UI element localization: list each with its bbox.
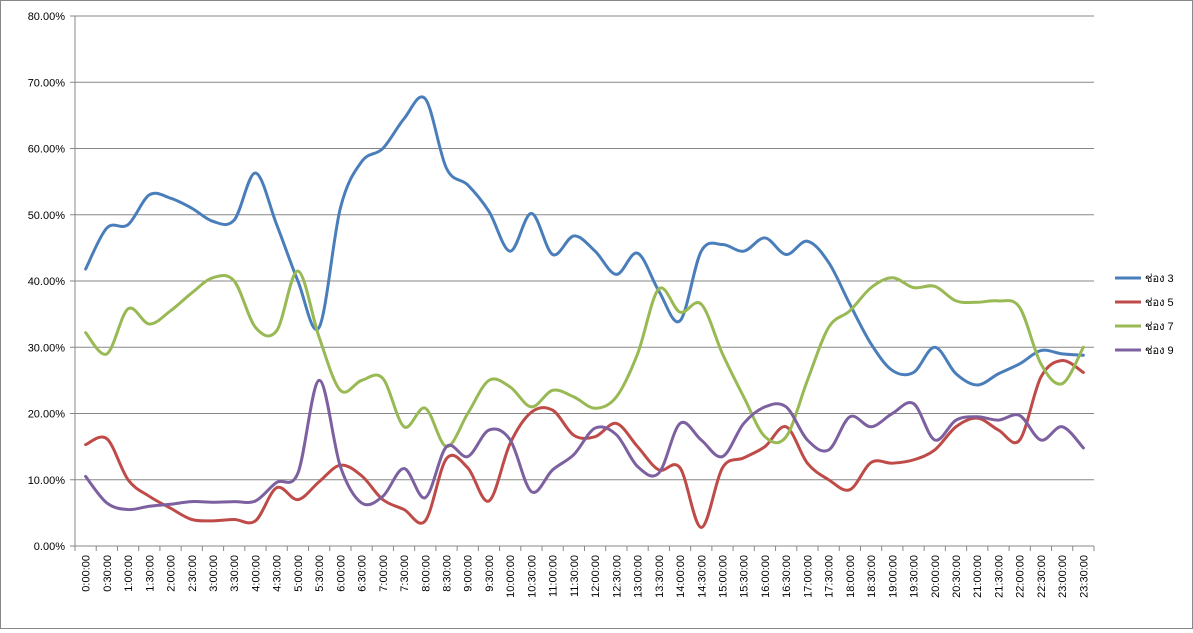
x-tick-label: 19:30:00 — [909, 555, 921, 598]
x-tick-label: 16:00:00 — [760, 555, 772, 598]
x-tick-label: 14:00:00 — [675, 555, 687, 598]
x-tick-label: 22:00:00 — [1015, 555, 1027, 598]
x-tick-label: 13:00:00 — [633, 555, 645, 598]
y-tick-label: 0.00% — [34, 541, 65, 553]
x-tick-label: 6:00:00 — [335, 555, 347, 592]
x-tick-label: 14:30:00 — [696, 555, 708, 598]
series-line-4 — [84, 378, 1085, 512]
x-tick-label: 23:00:00 — [1057, 555, 1069, 598]
x-tick-label: 16:30:00 — [781, 555, 793, 598]
x-tick-label: 9:30:00 — [484, 555, 496, 592]
x-tick-label: 8:30:00 — [442, 555, 454, 592]
x-tick-label: 23:30:00 — [1078, 555, 1090, 598]
legend-label-4: ช่อง 9 — [1145, 345, 1174, 357]
x-tick-label: 5:00:00 — [293, 555, 305, 592]
series-line-3 — [84, 269, 1085, 449]
x-tick-label: 7:00:00 — [378, 555, 390, 592]
x-tick-label: 19:00:00 — [887, 555, 899, 598]
x-tick-label: 21:00:00 — [972, 555, 984, 598]
legend-label-1: ช่อง 3 — [1145, 273, 1174, 285]
x-tick-label: 0:30:00 — [102, 555, 114, 592]
x-tick-label: 10:30:00 — [526, 555, 538, 598]
x-tick-label: 17:00:00 — [802, 555, 814, 598]
x-tick-label: 12:30:00 — [611, 555, 623, 598]
x-tick-label: 17:30:00 — [824, 555, 836, 598]
x-tick-label: 10:00:00 — [505, 555, 517, 598]
series-line-1 — [84, 95, 1085, 387]
x-tick-label: 8:00:00 — [420, 555, 432, 592]
x-tick-label: 2:30:00 — [187, 555, 199, 592]
x-tick-label: 4:00:00 — [250, 555, 262, 592]
y-tick-label: 50.00% — [28, 210, 66, 222]
y-tick-label: 10.00% — [28, 475, 66, 487]
x-tick-label: 15:00:00 — [717, 555, 729, 598]
y-tick-label: 70.00% — [28, 77, 66, 89]
y-axis-tick-labels: 0.00% 10.00% 20.00% 30.00% 40.00% 50.00% 60.00… — [28, 11, 66, 553]
x-tick-label: 3:00:00 — [208, 555, 220, 592]
x-tick-label: 18:30:00 — [866, 555, 878, 598]
gridlines — [75, 15, 1094, 481]
x-tick-label: 4:30:00 — [272, 555, 284, 592]
x-tick-label: 15:30:00 — [739, 555, 751, 598]
x-tick-label: 12:00:00 — [590, 555, 602, 598]
y-tick-label: 40.00% — [28, 276, 66, 288]
y-tick-label: 30.00% — [28, 342, 66, 354]
x-axis-tick-labels: 0:00:00 0:30:00 1:00:00 1:30:00 2:00:00 2:30:… — [81, 555, 1091, 598]
y-tick-label: 20.00% — [28, 409, 66, 421]
x-tick-label: 3:30:00 — [229, 555, 241, 592]
legend: ช่อง 3 ช่อง 5 ช่อง 7 ช่อง 9 — [1115, 273, 1174, 357]
x-tick-label: 13:30:00 — [654, 555, 666, 598]
y-tick-label: 80.00% — [28, 11, 66, 23]
x-tick-label: 20:30:00 — [951, 555, 963, 598]
x-tick-label: 21:30:00 — [993, 555, 1005, 598]
x-tick-label: 11:30:00 — [569, 555, 581, 597]
series-lines — [84, 95, 1085, 529]
x-tick-label: 7:30:00 — [399, 555, 411, 592]
legend-label-3: ช่อง 7 — [1145, 321, 1174, 333]
x-tick-label: 20:00:00 — [930, 555, 942, 598]
x-tick-label: 1:00:00 — [123, 555, 135, 592]
x-tick-label: 5:30:00 — [314, 555, 326, 592]
x-tick-label: 1:30:00 — [144, 555, 156, 592]
y-tick-label: 60.00% — [28, 144, 66, 156]
axes — [70, 15, 1095, 551]
x-tick-label: 2:00:00 — [166, 555, 178, 592]
x-tick-label: 0:00:00 — [81, 555, 93, 592]
x-tick-label: 6:30:00 — [357, 555, 369, 592]
legend-label-2: ช่อง 5 — [1145, 297, 1174, 309]
x-tick-label: 9:00:00 — [463, 555, 475, 592]
x-tick-label: 11:00:00 — [548, 555, 560, 597]
x-tick-label: 18:00:00 — [845, 555, 857, 598]
x-tick-label: 22:30:00 — [1036, 555, 1048, 598]
